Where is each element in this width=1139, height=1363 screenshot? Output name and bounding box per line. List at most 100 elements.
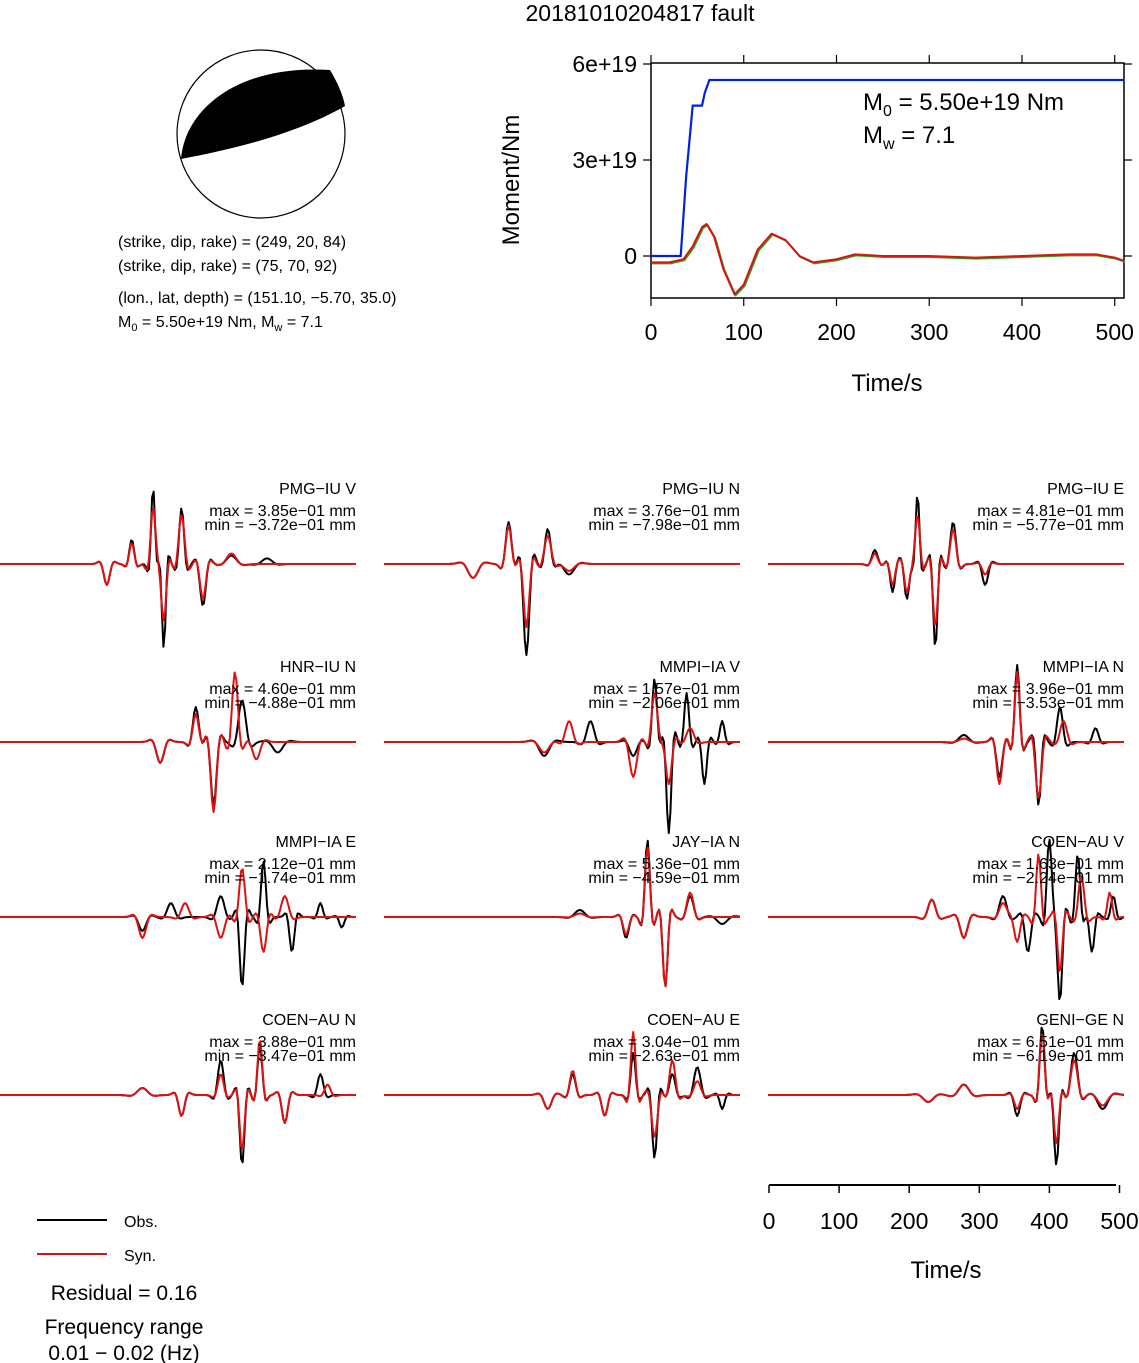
- moment-panel: 6e+19 3e+19 0 0 100 200 300 400 500 Moment/Nm T…: [498, 51, 1134, 397]
- moment-yaxis: 6e+19 3e+19 0: [572, 51, 1132, 269]
- moment-summary: M0 = 5.50e+19 Nm, Mw = 7.1: [118, 314, 323, 334]
- synthetic-trace: [768, 1033, 1125, 1145]
- synthetic-trace: [768, 671, 1124, 799]
- synthetic-trace: [384, 692, 740, 786]
- moment-mw-annotation: Mw = 7.1: [863, 122, 955, 153]
- station-max: max = 3.96e−01 mm: [977, 681, 1124, 698]
- observed-trace: [384, 521, 740, 656]
- station-name: JAY−IA N: [672, 834, 740, 851]
- time-axis-tick-label: 100: [820, 1208, 858, 1234]
- figure-title: 20181010204817 fault: [526, 0, 756, 26]
- synthetic-trace: [0, 671, 356, 813]
- station-max: max = 3.85e−01 mm: [209, 503, 356, 520]
- moment-xtick-label: 200: [817, 319, 855, 345]
- focal-plane-2: (strike, dip, rake) = (75, 70, 92): [118, 258, 337, 275]
- moment-xtick-label: 300: [910, 319, 948, 345]
- waveform-time-xlabel: Time/s: [910, 1257, 981, 1284]
- waveform-time-axis: 0 100 200 300 400 500: [763, 1184, 1139, 1234]
- synthetic-trace: [384, 846, 740, 988]
- station-min: min = −7.98e−01 mm: [588, 517, 740, 534]
- station-max: max = 6.51e−01 mm: [977, 1034, 1124, 1051]
- synthetic-trace: [768, 515, 1124, 626]
- observed-trace: [384, 1052, 740, 1159]
- synthetic-trace: [384, 524, 740, 628]
- station-min: min = −2.24e−01 mm: [972, 870, 1124, 887]
- focal-info: (strike, dip, rake) = (249, 20, 84) (str…: [118, 234, 396, 334]
- legend: Obs. Syn.: [37, 1214, 158, 1265]
- beachball: [176, 49, 346, 219]
- synthetic-trace: [0, 508, 356, 622]
- station-name: MMPI−IA V: [660, 659, 741, 676]
- synthetic-trace: [768, 853, 1124, 972]
- moment-xtick-label: 0: [645, 319, 658, 345]
- cumulative-moment-line: [651, 78, 1124, 258]
- time-axis-tick-label: 200: [890, 1208, 928, 1234]
- observed-trace: [0, 699, 356, 806]
- station-name: PMG−IU E: [1047, 481, 1124, 498]
- time-axis-tick-label: 400: [1030, 1208, 1068, 1234]
- location-depth: (lon., lat, depth) = (151.10, −5.70, 35.…: [118, 290, 396, 307]
- station-min: min = −4.59e−01 mm: [588, 870, 740, 887]
- station-min: min = −2.06e−01 mm: [588, 695, 740, 712]
- station-min: min = −3.53e−01 mm: [972, 695, 1124, 712]
- beachball-compression: [181, 69, 345, 159]
- moment-xtick-label: 100: [725, 319, 763, 345]
- station-min: min = −3.47e−01 mm: [204, 1048, 356, 1065]
- station-max: max = 2.12e−01 mm: [209, 856, 356, 873]
- station-min: min = −5.77e−01 mm: [972, 517, 1124, 534]
- synthetic-trace: [0, 868, 356, 953]
- moment-rate-line: [651, 223, 1125, 296]
- station-name: COEN−AU E: [647, 1012, 740, 1029]
- station-name: GENI−GE N: [1036, 1012, 1124, 1029]
- station-max: max = 3.04e−01 mm: [593, 1034, 740, 1051]
- moment-xtick-label: 400: [1003, 319, 1041, 345]
- frequency-range-value: 0.01 − 0.02 (Hz): [48, 1342, 199, 1363]
- focal-plane-1: (strike, dip, rake) = (249, 20, 84): [118, 234, 346, 251]
- moment-xtick-label: 500: [1096, 319, 1134, 345]
- time-axis-tick-label: 300: [960, 1208, 998, 1234]
- station-max: max = 4.60e−01 mm: [209, 681, 356, 698]
- moment-series: [651, 78, 1126, 297]
- moment-xlabel: Time/s: [851, 370, 922, 397]
- moment-ytick-label: 3e+19: [572, 147, 637, 173]
- station-min: min = −6.19e−01 mm: [972, 1048, 1124, 1065]
- station-name: HNR−IU N: [280, 659, 356, 676]
- station-max: max = 4.81e−01 mm: [977, 503, 1124, 520]
- station-name: COEN−AU V: [1031, 834, 1124, 851]
- station-min: min = −2.63e−01 mm: [588, 1048, 740, 1065]
- moment-ylabel: Moment/Nm: [498, 115, 525, 246]
- frequency-range-label: Frequency range: [45, 1316, 204, 1339]
- station-max: max = 1.63e−01 mm: [977, 856, 1124, 873]
- synthetic-trace: [0, 1040, 356, 1150]
- moment-xaxis: 0 100 200 300 400 500: [645, 55, 1134, 345]
- station-max: max = 3.88e−01 mm: [209, 1034, 356, 1051]
- moment-plot-frame: [650, 62, 1125, 299]
- station-min: min = −4.88e−01 mm: [204, 695, 356, 712]
- legend-syn-label: Syn.: [124, 1248, 156, 1265]
- station-name: MMPI−IA E: [276, 834, 356, 851]
- station-max: max = 1.57e−01 mm: [593, 681, 740, 698]
- station-name: COEN−AU N: [262, 1012, 356, 1029]
- moment-ytick-label: 0: [624, 243, 637, 269]
- time-axis-tick-label: 500: [1100, 1208, 1138, 1234]
- time-axis-tick-label: 0: [763, 1208, 776, 1234]
- station-name: PMG−IU N: [662, 481, 740, 498]
- station-min: min = −3.72e−01 mm: [204, 517, 356, 534]
- station-max: max = 3.76e−01 mm: [593, 503, 740, 520]
- station-min: min = −1.74e−01 mm: [204, 870, 356, 887]
- moment-m0-annotation: M0 = 5.50e+19 Nm: [863, 89, 1064, 120]
- station-name: PMG−IU V: [279, 481, 356, 498]
